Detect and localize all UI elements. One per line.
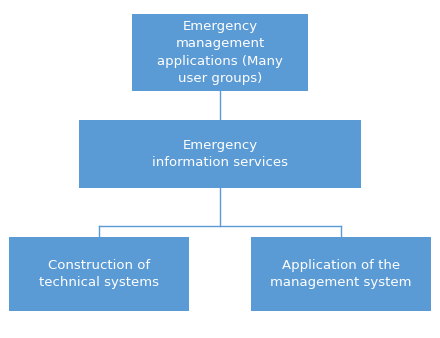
FancyBboxPatch shape <box>251 237 431 311</box>
Text: Emergency
information services: Emergency information services <box>152 139 288 169</box>
FancyBboxPatch shape <box>79 120 361 188</box>
Text: Application of the
management system: Application of the management system <box>270 259 412 289</box>
FancyBboxPatch shape <box>9 237 189 311</box>
FancyBboxPatch shape <box>132 14 308 91</box>
Text: Construction of
technical systems: Construction of technical systems <box>39 259 159 289</box>
Text: Emergency
management
applications (Many
user groups): Emergency management applications (Many … <box>157 20 283 85</box>
